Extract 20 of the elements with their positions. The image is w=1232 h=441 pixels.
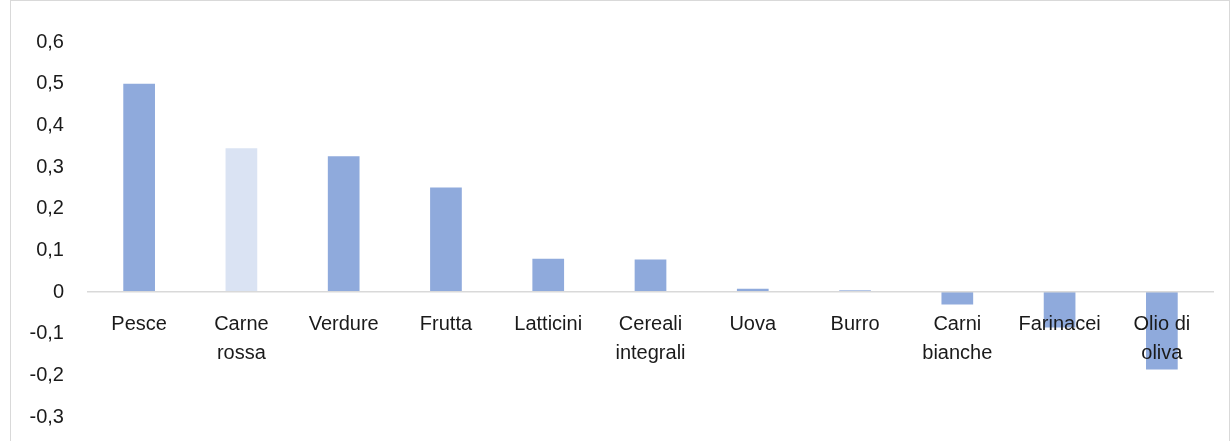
x-tick-label: Carne rossa (214, 312, 269, 364)
y-tick-label: 0,3 (36, 154, 64, 177)
x-tick-label: Frutta (419, 312, 473, 335)
y-tick-label: -0,1 (29, 321, 64, 344)
y-tick-label: 0,4 (36, 112, 64, 135)
y-tick-label: -0,3 (29, 404, 64, 427)
x-tick-label: Burro (830, 312, 880, 335)
y-tick-label: 0 (52, 279, 64, 302)
y-tick-label: 0,2 (36, 196, 64, 219)
x-tick-label: Carni bianche (922, 312, 993, 364)
x-tick-label: Verdure (308, 312, 379, 335)
x-tick-label: Uova (729, 312, 777, 335)
x-tick-label: Pesce (111, 312, 167, 335)
y-tick-label: 0,1 (36, 237, 64, 260)
y-tick-label: 0,5 (36, 71, 64, 94)
x-tick-label: Cereali integrali (615, 312, 686, 364)
x-tick-label: Latticini (514, 312, 583, 335)
y-tick-label: -0,2 (29, 362, 64, 385)
x-tick-label: Farinacei (1018, 312, 1101, 335)
y-tick-label: 0,6 (36, 29, 64, 52)
